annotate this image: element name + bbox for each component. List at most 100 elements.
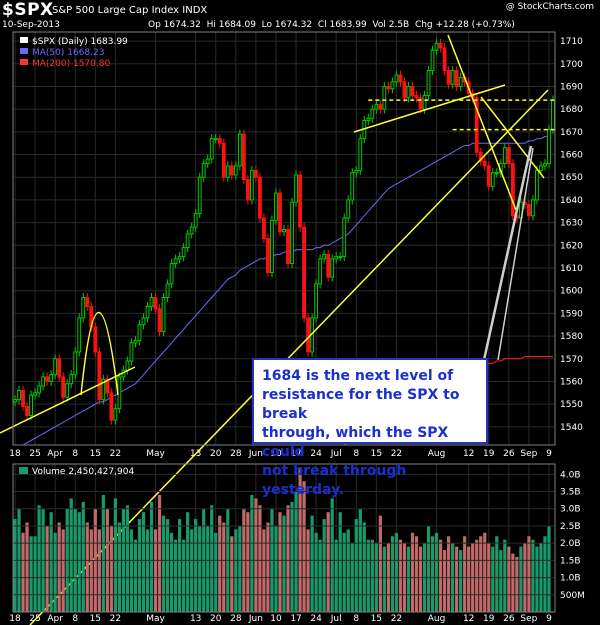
volume-bar xyxy=(442,550,447,612)
volume-bar xyxy=(145,529,150,612)
x-tick-label: Sep xyxy=(520,449,537,459)
price-panel-frame xyxy=(12,31,556,446)
candle-body xyxy=(547,129,551,165)
volume-bar xyxy=(519,546,523,612)
volume-bar xyxy=(230,536,234,612)
candle-body xyxy=(426,70,431,97)
candle-body xyxy=(370,108,375,119)
volume-bar xyxy=(238,525,242,612)
volume-bar xyxy=(49,512,53,612)
candle-body xyxy=(422,95,427,110)
price-tick-label: 1660 xyxy=(560,151,583,161)
candle-body xyxy=(181,247,186,258)
candle-body xyxy=(133,340,138,344)
candle-body xyxy=(41,376,46,387)
candle-body xyxy=(157,308,162,333)
volume-bar xyxy=(282,515,286,612)
volume-bar xyxy=(161,515,166,612)
x-tick-label: 12 xyxy=(463,449,474,459)
candle-body xyxy=(81,297,86,319)
volume-bar xyxy=(69,498,73,612)
candle-body xyxy=(526,203,531,217)
price-tick-label: 1540 xyxy=(560,423,583,433)
candle-body xyxy=(286,228,290,264)
annotation-line: resistance for the SPX to break xyxy=(262,387,460,422)
volume-bar xyxy=(467,546,471,612)
annotation-pointer xyxy=(497,147,534,361)
candle-body xyxy=(33,392,37,396)
candle-body xyxy=(161,297,166,333)
x-tick-label: Apr xyxy=(47,614,63,624)
volume-bar xyxy=(543,536,547,612)
x-tick-label: 22 xyxy=(110,614,121,624)
credit-text: @ StockCharts.com xyxy=(505,2,594,12)
volume-bar xyxy=(511,553,515,612)
candle-body xyxy=(49,374,54,382)
volume-bar xyxy=(338,512,342,612)
price-tick-label: 1710 xyxy=(560,37,583,47)
candle-body xyxy=(454,70,459,87)
volume-bar xyxy=(483,532,487,612)
candle-body xyxy=(390,81,395,90)
volume-panel-frame xyxy=(12,463,556,613)
candle-body xyxy=(434,42,439,51)
volume-bar xyxy=(173,539,178,612)
volume-bar xyxy=(475,539,479,612)
candle-body xyxy=(177,256,182,260)
volume-bar xyxy=(346,529,350,612)
volume-bar xyxy=(113,498,117,612)
legend-swatch xyxy=(20,48,28,54)
volume-bar xyxy=(274,525,278,612)
price-tick-label: 1610 xyxy=(560,264,583,274)
candle-body xyxy=(45,376,50,382)
volume-bar xyxy=(133,539,138,612)
x-tick-label: 18 xyxy=(9,449,21,459)
candle-body xyxy=(73,351,78,376)
x-tick-label: Aug xyxy=(428,614,446,624)
volume-bar xyxy=(354,519,358,612)
chart-date: 10-Sep-2013 xyxy=(2,20,60,30)
volume-bar xyxy=(57,522,61,612)
x-tick-label: May xyxy=(146,614,165,624)
candle-body xyxy=(543,163,547,167)
legend-label: MA(200) 1570.80 xyxy=(32,59,110,69)
candle-body xyxy=(531,199,535,217)
candle-body xyxy=(57,358,62,378)
price-tick-label: 1570 xyxy=(560,355,583,365)
volume-tick-label: 2.5B xyxy=(560,522,581,532)
candle-body xyxy=(298,174,302,228)
volume-bar xyxy=(306,529,310,612)
candle-body xyxy=(221,142,226,178)
candle-body xyxy=(402,81,407,99)
annotation-box: 1684 is the next level of resistance for… xyxy=(252,358,488,498)
x-tick-label: 15 xyxy=(371,614,382,624)
candle-body xyxy=(350,172,355,201)
candle-body xyxy=(61,376,66,398)
x-tick-label: 8 xyxy=(72,449,78,459)
x-tick-label: 24 xyxy=(310,449,322,459)
volume-bar xyxy=(254,498,258,612)
candle-body xyxy=(149,297,154,308)
candle-body xyxy=(474,97,479,153)
x-tick-label: 15 xyxy=(371,449,382,459)
volume-bar xyxy=(286,505,290,612)
quote-summary: Op 1674.32 Hi 1684.09 Lo 1674.32 Cl 1683… xyxy=(148,20,515,30)
price-tick-label: 1650 xyxy=(560,173,583,183)
x-tick-label: 28 xyxy=(230,614,242,624)
price-tick-label: 1630 xyxy=(560,219,583,229)
candle-body xyxy=(502,147,507,165)
x-tick-label: 17 xyxy=(290,614,301,624)
x-tick-label: 12 xyxy=(463,614,474,624)
candle-body xyxy=(282,228,286,233)
volume-bar xyxy=(390,536,395,612)
chart-symbol: $SPX xyxy=(2,0,54,20)
volume-bar xyxy=(503,539,507,612)
volume-bar xyxy=(61,529,65,612)
volume-bar xyxy=(13,519,17,612)
volume-bar xyxy=(370,539,374,612)
volume-bar xyxy=(495,536,499,612)
candle-body xyxy=(430,49,435,72)
volume-legend-label: Volume 2,450,427,904 xyxy=(32,467,134,477)
x-tick-label: Jun xyxy=(248,614,263,624)
volume-bar xyxy=(322,519,326,612)
